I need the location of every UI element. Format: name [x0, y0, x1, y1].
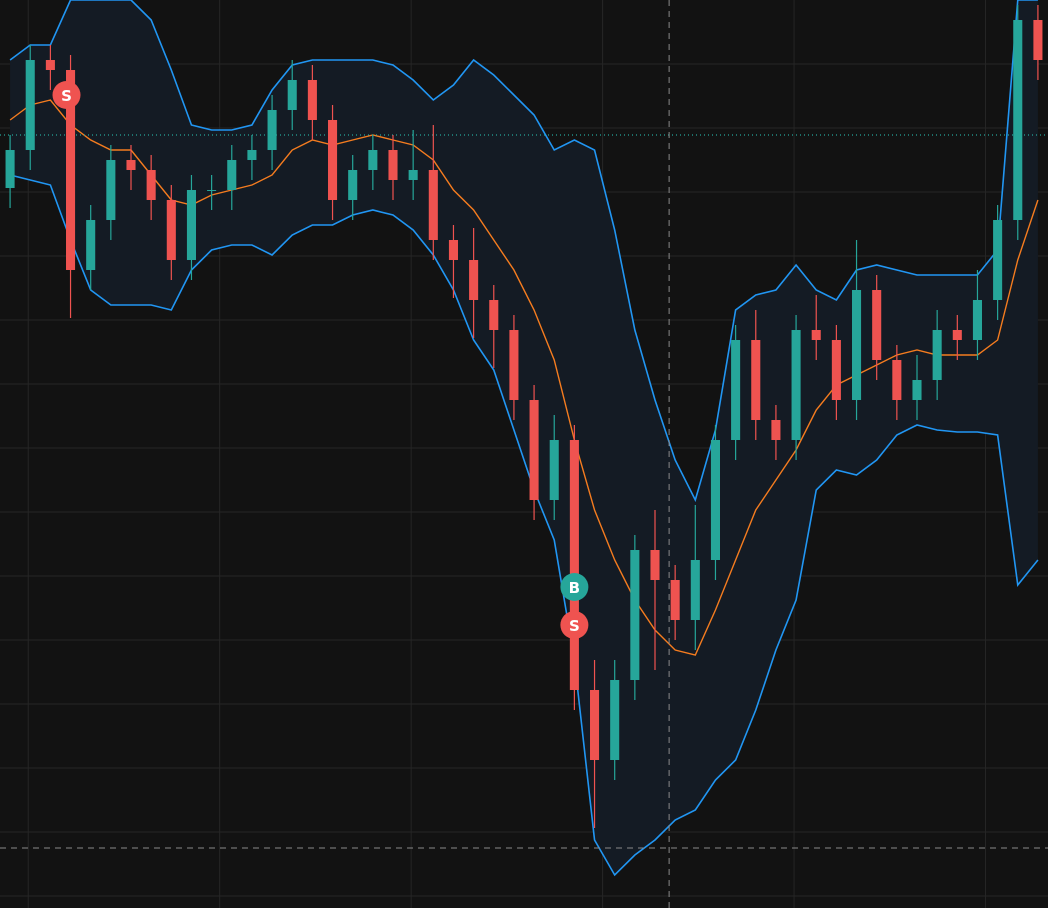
candle-body	[86, 220, 96, 270]
signal-label: B	[569, 579, 580, 597]
candle-body	[912, 380, 922, 400]
band-fill	[10, 0, 1038, 875]
candle-body	[993, 220, 1003, 300]
candle-body	[267, 110, 277, 150]
candle-body	[650, 550, 660, 580]
candle-body	[590, 690, 600, 760]
candle-body	[186, 190, 196, 260]
candle-body	[630, 550, 640, 680]
candle-body	[751, 340, 761, 420]
candle-body	[892, 360, 902, 400]
candle-body	[227, 160, 237, 190]
signal-marker	[560, 611, 589, 639]
signal-marker	[560, 573, 589, 601]
candle-body	[368, 150, 378, 170]
candle-body	[549, 440, 559, 500]
candle-body	[388, 150, 398, 180]
lower-band	[9, 174, 1039, 877]
upper-band	[9, 0, 1038, 503]
candle-body	[1033, 20, 1043, 60]
candle-body	[469, 260, 479, 300]
candle-body	[428, 170, 438, 240]
candle-body	[307, 80, 317, 120]
candle-body	[529, 400, 539, 500]
candle-body	[932, 330, 942, 380]
candle-body	[66, 70, 76, 270]
candle-body	[448, 240, 458, 260]
middle-band	[9, 99, 1039, 656]
candle-body	[45, 60, 55, 70]
candle-body	[811, 330, 821, 340]
candle-body	[710, 440, 720, 560]
candle-body	[509, 330, 519, 400]
candle-body	[146, 170, 156, 200]
candle-body	[247, 150, 257, 160]
signal-label: S	[61, 87, 72, 105]
candle-body	[872, 290, 882, 360]
candle-body	[1013, 20, 1023, 220]
candle-body	[489, 300, 499, 330]
signal-label: S	[569, 617, 580, 635]
candle-body	[972, 300, 982, 340]
candle-body	[25, 60, 35, 150]
candle-body	[207, 190, 217, 191]
signal-marker	[52, 81, 81, 109]
candle-body	[771, 420, 781, 440]
candle-body	[348, 170, 358, 200]
candle-body	[852, 290, 862, 400]
candle-body	[106, 160, 116, 220]
candle-body	[731, 340, 741, 440]
candle-body	[328, 120, 338, 200]
candle-body	[670, 580, 680, 620]
candle-body	[791, 330, 801, 440]
candle-body	[610, 680, 620, 760]
candle-body	[287, 80, 297, 110]
candle-body	[126, 160, 136, 170]
candle-body	[690, 560, 700, 620]
candle-body	[408, 170, 418, 180]
candle-body	[166, 200, 176, 260]
candle-body	[569, 440, 579, 690]
candle-body	[831, 340, 841, 400]
candle-body	[952, 330, 962, 340]
candle-body	[5, 150, 15, 188]
